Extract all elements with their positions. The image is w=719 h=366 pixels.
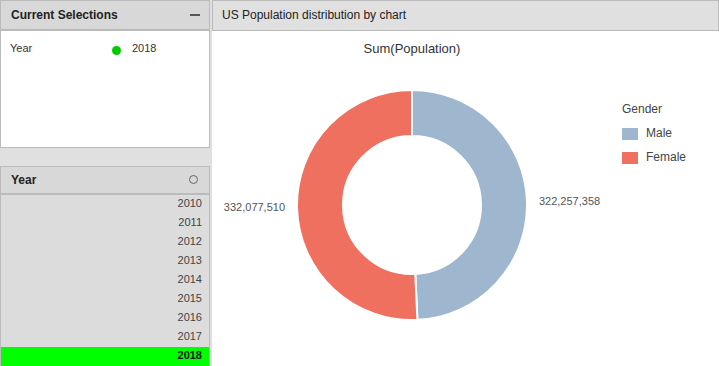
year-item[interactable]: 2012	[178, 235, 202, 247]
donut	[297, 90, 527, 320]
legend-label: Male	[646, 126, 672, 140]
donut-slice	[412, 90, 527, 320]
year-item[interactable]: 2010	[178, 197, 202, 209]
legend-swatch	[622, 128, 638, 140]
data-label: 322,257,358	[539, 195, 600, 207]
filter-label: Year	[10, 42, 32, 54]
year-item[interactable]: 2018	[178, 349, 202, 361]
list-title: Year	[11, 173, 36, 187]
filter-dot	[112, 46, 121, 55]
year-item[interactable]: 2011	[178, 216, 202, 228]
panel-title: US Population distribution by chart	[222, 8, 407, 22]
year-item[interactable]: 2017	[178, 330, 202, 342]
collapse-icon	[190, 14, 200, 16]
legend-label: Female	[646, 150, 686, 164]
selections-header: Current Selections	[0, 0, 210, 30]
legend-swatch	[622, 152, 638, 164]
year-item[interactable]: 2016	[178, 311, 202, 323]
year-item[interactable]: 2015	[178, 292, 202, 304]
chart-title: Sum(Population)	[364, 41, 461, 56]
year-item[interactable]: 2013	[178, 254, 202, 266]
panel-bar	[213, 1, 719, 31]
chart-panel	[212, 0, 719, 366]
search-icon	[189, 175, 198, 184]
list-header: Year	[0, 166, 210, 194]
year-item[interactable]: 2014	[178, 273, 202, 285]
filter-value: 2018	[132, 42, 156, 54]
legend-title: Gender	[622, 102, 662, 116]
donut-slice	[297, 90, 417, 320]
data-label: 332,077,510	[224, 201, 285, 213]
selections-title: Current Selections	[11, 8, 118, 22]
